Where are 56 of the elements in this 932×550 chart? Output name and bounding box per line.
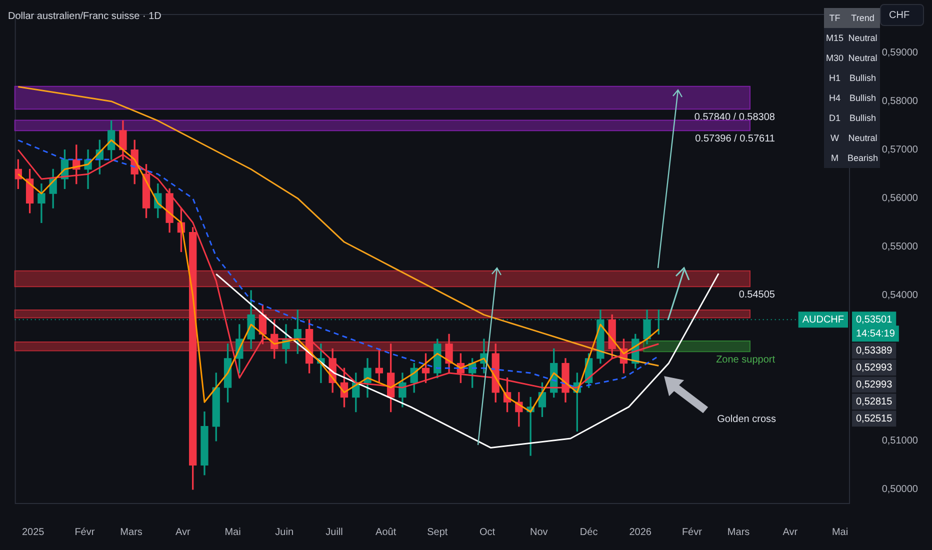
y-tick-label: 0,56000 xyxy=(882,193,918,204)
band-label: Zone support xyxy=(716,354,776,366)
x-tick-label: Déc xyxy=(580,526,598,538)
y-tick-label: 0,58000 xyxy=(882,96,918,108)
annotation: Golden cross xyxy=(717,414,776,425)
annotation: Bearish xyxy=(846,152,880,165)
annotation: TF xyxy=(824,8,846,28)
annotation: Neutral xyxy=(847,132,878,145)
text: 0,53389 xyxy=(856,345,893,356)
x-tick-label: Août xyxy=(376,526,396,538)
annotation: M15 xyxy=(825,32,845,45)
x-tick-label: Nov xyxy=(530,526,548,538)
x-tick-label: Juill xyxy=(326,526,343,538)
x-tick-label: Mai xyxy=(224,526,241,538)
band-label: 0.57840 / 0.58308 xyxy=(694,112,776,123)
text: Bullish xyxy=(848,112,878,125)
text: 0,52993 xyxy=(856,379,893,390)
ref-line-label: 0,53501 xyxy=(856,314,893,326)
text: 0,52815 xyxy=(856,396,893,408)
band-label: 0.54505 xyxy=(738,289,776,300)
annotation: W xyxy=(830,132,840,145)
x-tick-label: 2026 xyxy=(629,526,652,538)
x-tick-label: Mars xyxy=(120,526,142,538)
x-tick-label: Févr xyxy=(682,526,703,538)
x-tick-label: Sept xyxy=(427,526,448,538)
x-tick-label: Févr xyxy=(74,526,96,538)
x-tick-label: 2025 xyxy=(22,526,45,538)
x-tick-label: Mai xyxy=(832,526,848,538)
text: 0,52993 xyxy=(856,362,893,374)
y-tick-label: 0,50000 xyxy=(882,484,918,496)
annotation: H4 xyxy=(828,92,842,105)
text: 0,52515 xyxy=(856,413,893,424)
x-tick-label: Oct xyxy=(480,526,496,538)
x-tick-label: Mars xyxy=(727,526,750,538)
y-axis-title: CHF xyxy=(880,4,924,26)
annotation: AUDCHF xyxy=(802,314,844,326)
annotation: Neutral xyxy=(847,52,878,65)
y-tick-label: 0,57000 xyxy=(882,144,918,156)
x-tick-label: Avr xyxy=(782,526,798,538)
annotation: Neutral xyxy=(847,32,878,45)
y-tick-label: 0,54000 xyxy=(882,290,918,302)
text: Trend xyxy=(846,8,880,28)
text: 14:54:19 xyxy=(856,328,896,340)
text: Bullish xyxy=(848,92,878,105)
annotation: M xyxy=(830,152,840,165)
x-tick-label: Avr xyxy=(175,526,191,538)
annotation: M30 xyxy=(825,52,845,65)
y-tick-label: 0,51000 xyxy=(882,436,918,447)
y-tick-label: 0,55000 xyxy=(882,242,918,253)
x-tick-label: Juin xyxy=(275,526,294,538)
annotation: H1 xyxy=(828,72,842,85)
annotation: D1 xyxy=(828,112,842,125)
y-tick-label: 0,59000 xyxy=(882,48,918,59)
chart-title: Dollar australien/Franc suisse · 1D xyxy=(8,11,162,22)
band-label: 0.57396 / 0.57611 xyxy=(695,133,776,144)
text: Bullish xyxy=(848,72,878,85)
